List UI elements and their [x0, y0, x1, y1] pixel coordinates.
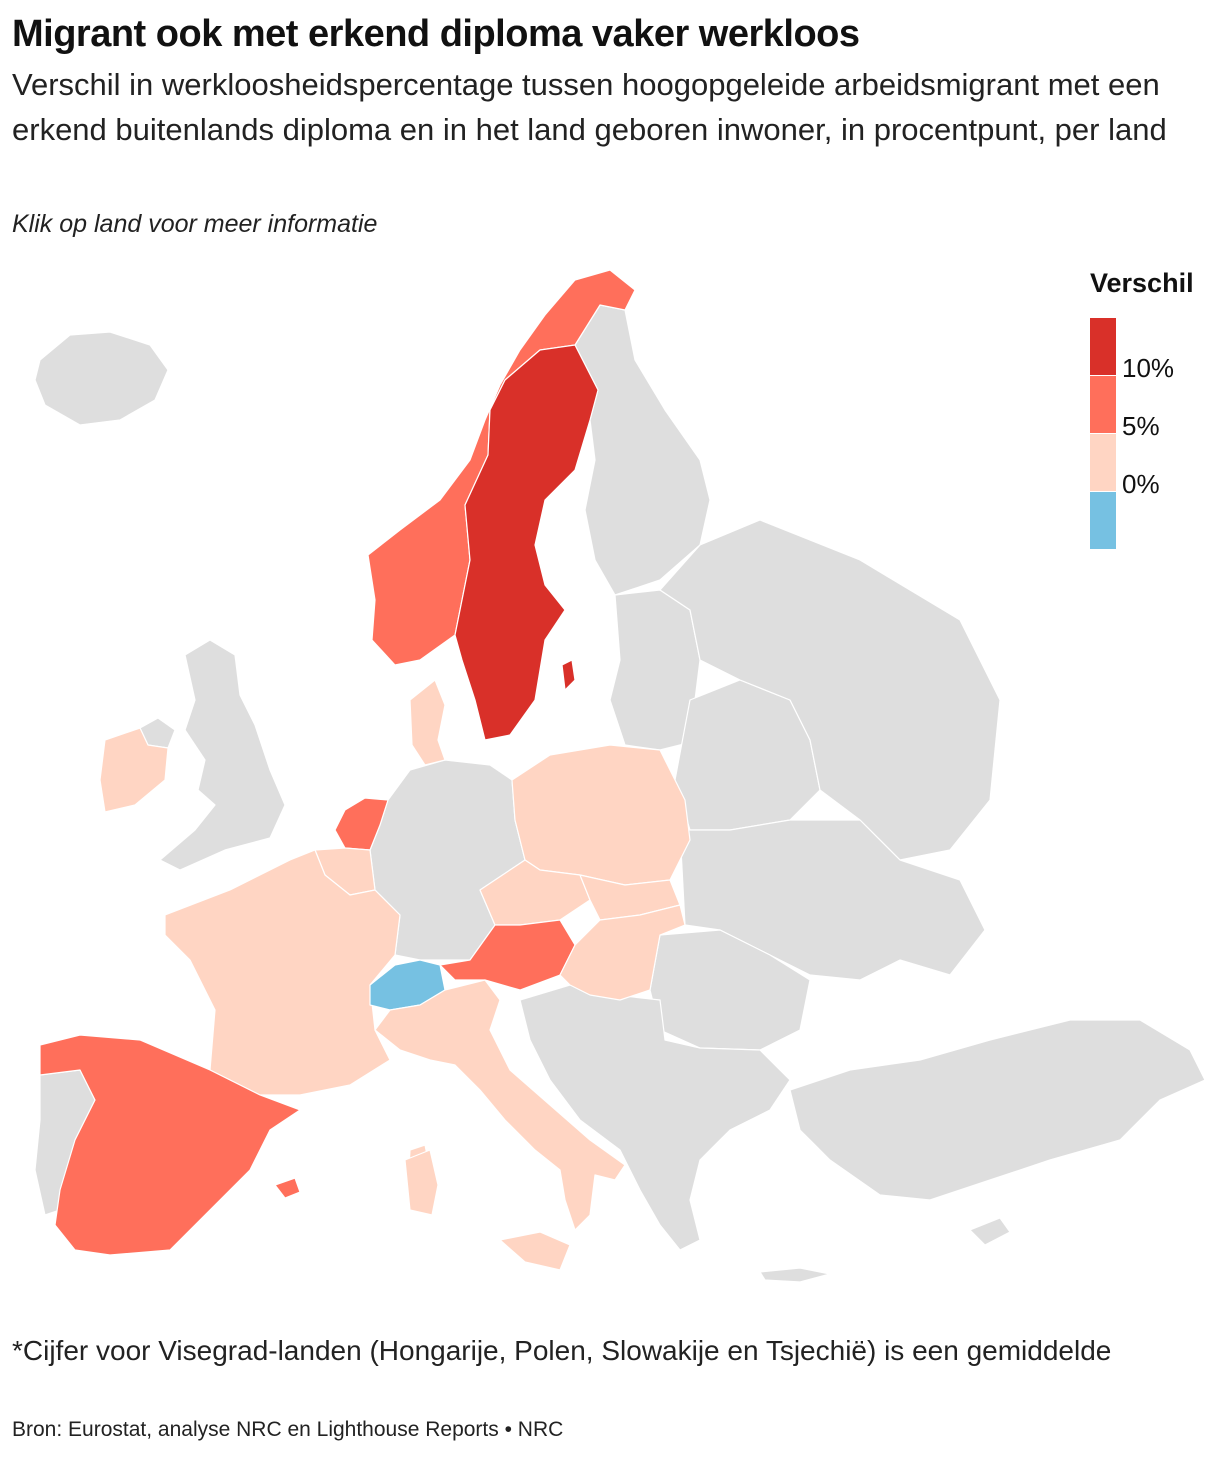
country-poland[interactable]	[511, 744, 691, 886]
country-turkey	[789, 1019, 1206, 1201]
data-countries	[39, 269, 691, 1271]
europe-map	[0, 262, 1220, 1302]
legend-swatch-below-0	[1090, 492, 1116, 549]
chart-subtitle: Verschil in werkloosheidspercentage tuss…	[12, 67, 1167, 147]
map-svg	[34, 269, 1206, 1283]
country-sardinia[interactable]	[404, 1149, 439, 1216]
source-credit: Bron: Eurostat, analyse NRC en Lighthous…	[12, 1418, 564, 1441]
legend-label-0: 0%	[1122, 469, 1160, 499]
chart-title: Migrant ook met erkend diploma vaker wer…	[12, 13, 860, 55]
country-crete	[759, 1267, 831, 1283]
legend-title: Verschil	[1090, 268, 1194, 298]
legend-label-10: 10%	[1122, 353, 1175, 383]
country-sicily[interactable]	[499, 1231, 571, 1271]
country-iceland	[34, 331, 169, 426]
country-cyprus	[969, 1217, 1011, 1246]
footnote: *Cijfer voor Visegrad-landen (Hongarije,…	[12, 1335, 1112, 1366]
country-balearics[interactable]	[274, 1177, 301, 1199]
country-finland	[574, 304, 711, 596]
click-instruction: Klik op land voor meer informatie	[12, 210, 378, 238]
country-spain[interactable]	[39, 1034, 301, 1256]
country-united-kingdom	[159, 639, 286, 871]
nodata-countries	[34, 304, 1206, 1283]
country-ireland[interactable]	[99, 727, 169, 813]
legend-swatch-above-10	[1090, 318, 1116, 375]
country-sweden[interactable]	[454, 344, 599, 741]
legend-label-5: 5%	[1122, 411, 1160, 441]
country-france[interactable]	[164, 849, 401, 1096]
country-denmark[interactable]	[409, 679, 446, 766]
country-hungary[interactable]	[559, 904, 686, 1001]
country-balkans	[519, 984, 791, 1251]
country-italy[interactable]	[374, 979, 626, 1231]
legend-swatch-5-to-10	[1090, 376, 1116, 433]
country-gotland[interactable]	[561, 659, 576, 691]
legend-swatch-0-to-5	[1090, 434, 1116, 491]
country-netherlands[interactable]	[334, 797, 389, 851]
